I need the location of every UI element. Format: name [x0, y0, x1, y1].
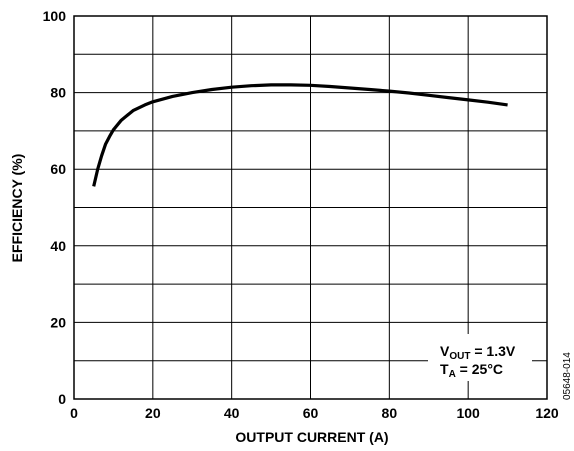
x-tick-label: 20 [145, 405, 161, 421]
y-axis-label: EFFICIENCY (%) [9, 154, 25, 263]
figure-id: 05648-014 [562, 352, 573, 400]
annotation-vout: VOUT = 1.3V [440, 343, 516, 362]
x-tick-label: 0 [70, 405, 78, 421]
x-tick-labels: 0 20 40 60 80 100 120 [70, 405, 559, 421]
plot-frame [73, 15, 548, 400]
grid-lines [73, 15, 548, 400]
y-tick-label: 0 [58, 391, 66, 407]
y-tick-label: 80 [50, 85, 66, 101]
x-tick-label: 40 [224, 405, 240, 421]
y-tick-label: 60 [50, 161, 66, 177]
y-tick-label: 20 [50, 314, 66, 330]
annotation-box [428, 334, 532, 381]
y-tick-labels: 0 20 40 60 80 100 [43, 8, 67, 407]
x-tick-label: 120 [535, 405, 559, 421]
x-tick-label: 100 [456, 405, 480, 421]
efficiency-curve [92, 83, 508, 187]
data-series [92, 83, 508, 187]
y-tick-label: 40 [50, 238, 66, 254]
x-axis-label: OUTPUT CURRENT (A) [235, 429, 388, 445]
x-tick-label: 60 [303, 405, 319, 421]
x-tick-label: 80 [382, 405, 398, 421]
annotation-ta: TA = 25°C [440, 361, 503, 380]
y-tick-label: 100 [43, 8, 67, 24]
